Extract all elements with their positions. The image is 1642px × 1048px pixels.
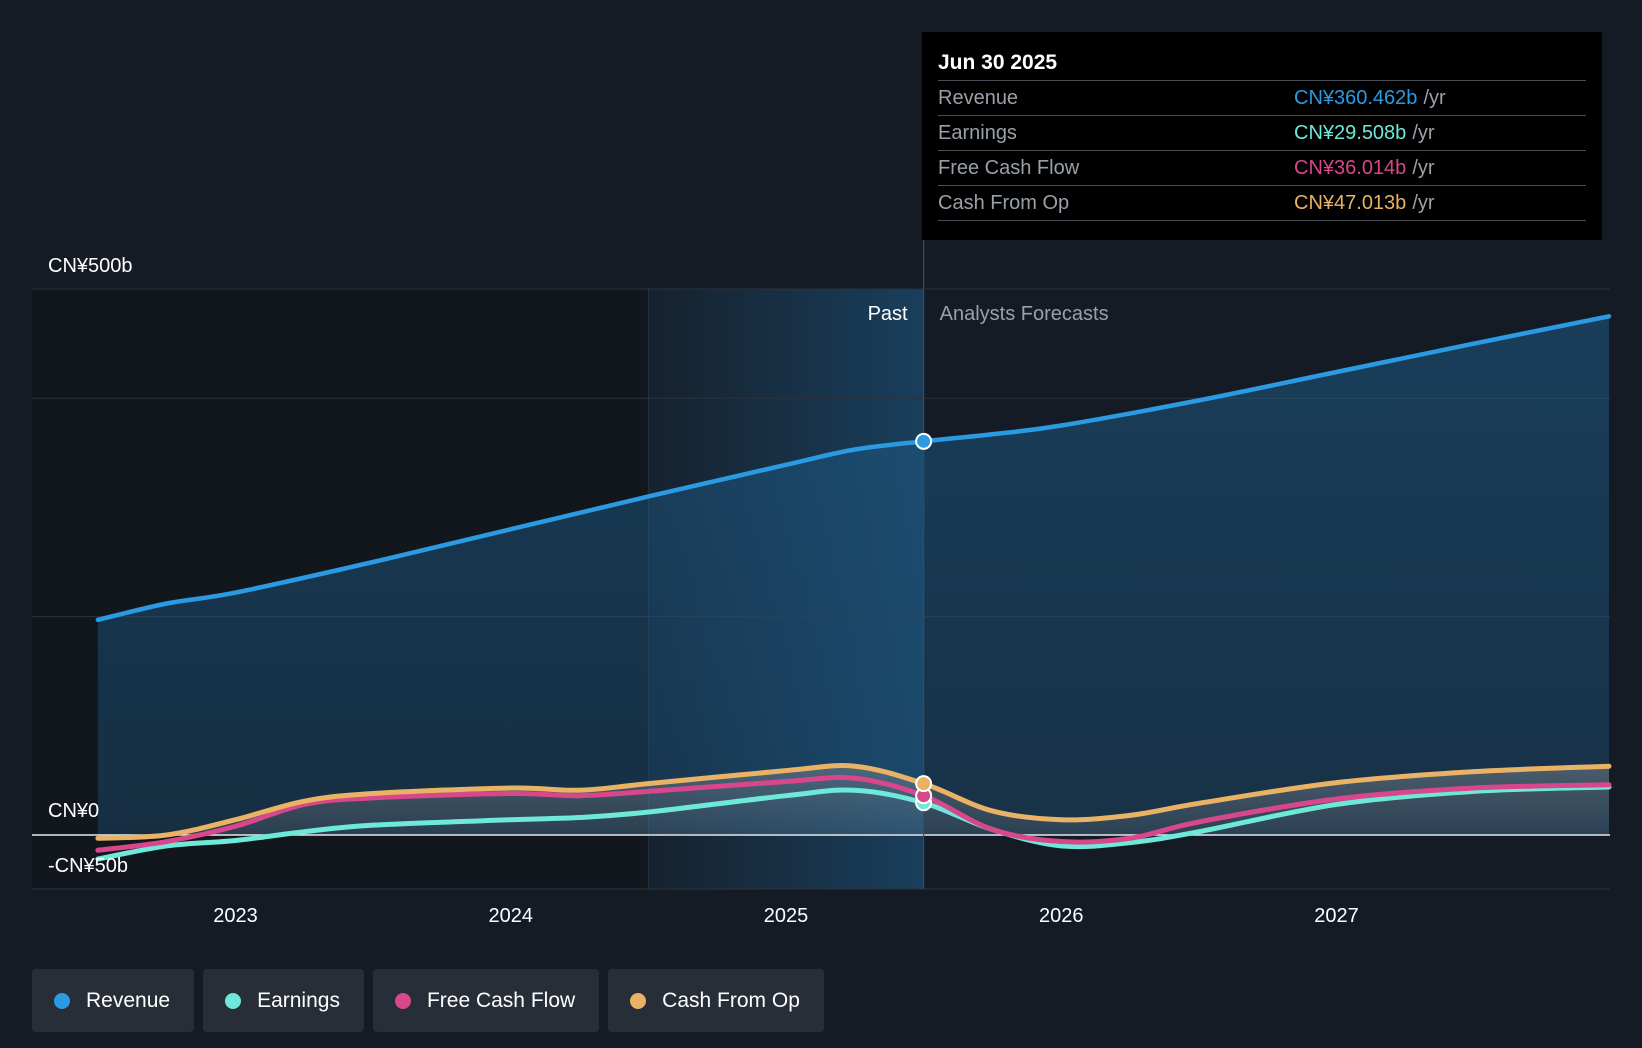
forecast-label: Analysts Forecasts [940, 303, 1109, 325]
tooltip-label: Earnings [938, 122, 1017, 144]
legend: Revenue Earnings Free Cash Flow Cash Fro… [32, 969, 824, 1032]
y-axis-label: -CN¥50b [48, 855, 128, 877]
tooltip-unit: /yr [1423, 87, 1446, 109]
earnings-dot-icon [225, 992, 242, 1009]
tooltip-label: Revenue [938, 87, 1019, 109]
x-axis-tick-label: 2023 [213, 905, 258, 927]
tooltip-label: Cash From Op [938, 192, 1070, 214]
tooltip: Jun 30 2025 Revenue CN¥360.462b /yr Earn… [922, 32, 1602, 240]
tooltip-value: CN¥360.462b [1294, 87, 1418, 109]
revenue-area [97, 316, 1609, 835]
tooltip-value: CN¥29.508b [1294, 122, 1407, 144]
past-label: Past [868, 303, 908, 325]
tooltip-row-earnings: Earnings CN¥29.508b /yr [938, 115, 1586, 150]
cash-from-op-line [95, 763, 1612, 841]
legend-item-free-cash-flow[interactable]: Free Cash Flow [372, 969, 600, 1032]
tooltip-value: CN¥36.014b [1294, 157, 1407, 179]
x-axis-tick-label: 2026 [1039, 905, 1084, 927]
legend-label: Free Cash Flow [426, 988, 576, 1012]
x-axis-tick-label: 2025 [764, 905, 809, 927]
tooltip-value: CN¥47.013b [1294, 192, 1407, 214]
tooltip-unit: /yr [1412, 122, 1435, 144]
tooltip-row-cash-from-op: Cash From Op CN¥47.013b /yr [938, 185, 1586, 221]
legend-item-revenue[interactable]: Revenue [32, 969, 195, 1032]
tooltip-unit: /yr [1412, 157, 1435, 179]
legend-item-cash-from-op[interactable]: Cash From Op [608, 969, 824, 1032]
legend-label: Cash From Op [662, 988, 800, 1012]
free-cash-flow-line [95, 774, 1612, 853]
tooltip-date: Jun 30 2025 [938, 51, 1058, 74]
free-cash-flow-dot-icon [394, 992, 411, 1009]
earnings-line [95, 784, 1612, 862]
chart-area: CN¥500b CN¥0 -CN¥50b 2023 2024 2025 2026 2027 Pa… [32, 240, 1612, 927]
tooltip-unit: /yr [1412, 192, 1435, 214]
y-axis-label: CN¥0 [48, 800, 99, 822]
y-axis-label: CN¥500b [48, 255, 133, 277]
tooltip-label: Free Cash Flow [938, 157, 1080, 179]
x-axis-tick-label: 2024 [489, 905, 534, 927]
revenue-marker [915, 432, 933, 450]
x-axis-tick-label: 2027 [1314, 905, 1359, 927]
cash-from-op-dot-icon [630, 992, 647, 1009]
cash-from-op-marker [915, 775, 933, 793]
legend-item-earnings[interactable]: Earnings [203, 969, 364, 1032]
tooltip-row-free-cash-flow: Free Cash Flow CN¥36.014b /yr [938, 150, 1586, 185]
revenue-line [95, 314, 1612, 623]
revenue-dot-icon [54, 992, 70, 1009]
tooltip-row-revenue: Revenue CN¥360.462b /yr [938, 80, 1586, 115]
legend-label: Revenue [86, 988, 171, 1012]
legend-label: Earnings [257, 988, 340, 1012]
